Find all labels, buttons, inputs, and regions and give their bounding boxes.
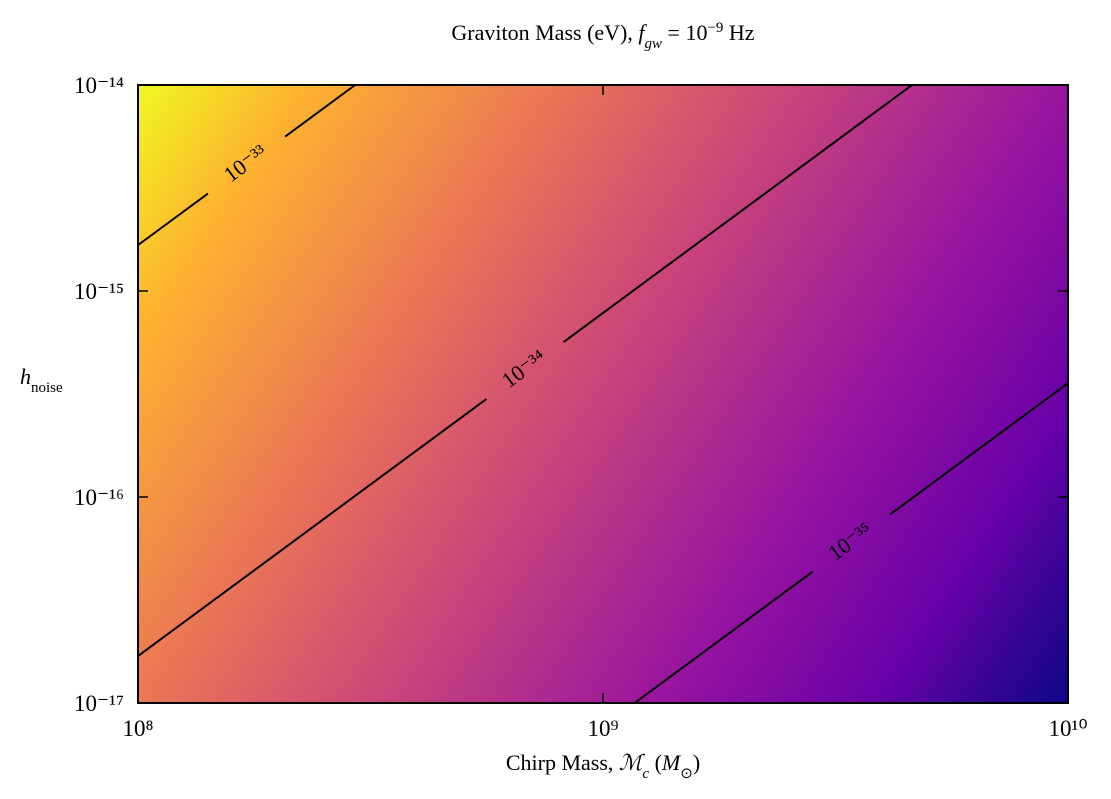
contour-line <box>137 84 356 246</box>
text-segment: −9 <box>707 20 723 36</box>
y-tick-label: 10⁻¹⁶ <box>74 485 124 510</box>
text-segment: f <box>638 20 647 45</box>
x-axis-label: Chirp Mass, ℳc (M⊙) <box>506 750 700 782</box>
contour-line <box>634 382 1069 704</box>
text-segment: Graviton Mass (eV), <box>451 20 638 45</box>
text-segment: h <box>20 364 31 389</box>
text-segment: ( <box>649 750 662 775</box>
text-segment: noise <box>31 380 63 396</box>
y-tick-label: 10⁻¹⁷ <box>74 691 124 716</box>
x-tick-label: 10⁸ <box>122 716 153 741</box>
text-segment: gw <box>645 36 663 52</box>
text-segment: M <box>661 750 682 775</box>
x-tick-label: 10⁹ <box>587 716 618 741</box>
x-tick-label: 10¹⁰ <box>1048 716 1087 741</box>
text-segment: c <box>642 766 649 782</box>
contour-line <box>137 84 913 657</box>
text-segment: Hz <box>723 20 754 45</box>
heatmap <box>138 85 1068 703</box>
text-segment: = 10 <box>662 20 707 45</box>
text-segment: ⊙ <box>680 766 693 782</box>
text-segment: ℳ <box>619 750 646 775</box>
y-axis-label: hnoise <box>20 364 63 396</box>
text-segment: Chirp Mass, <box>506 750 619 775</box>
chart-title: Graviton Mass (eV), fgw = 10−9 Hz <box>451 20 754 52</box>
y-tick-label: 10⁻¹⁵ <box>74 279 124 304</box>
y-tick-label: 10⁻¹⁴ <box>74 73 124 98</box>
text-segment: ) <box>693 750 700 775</box>
